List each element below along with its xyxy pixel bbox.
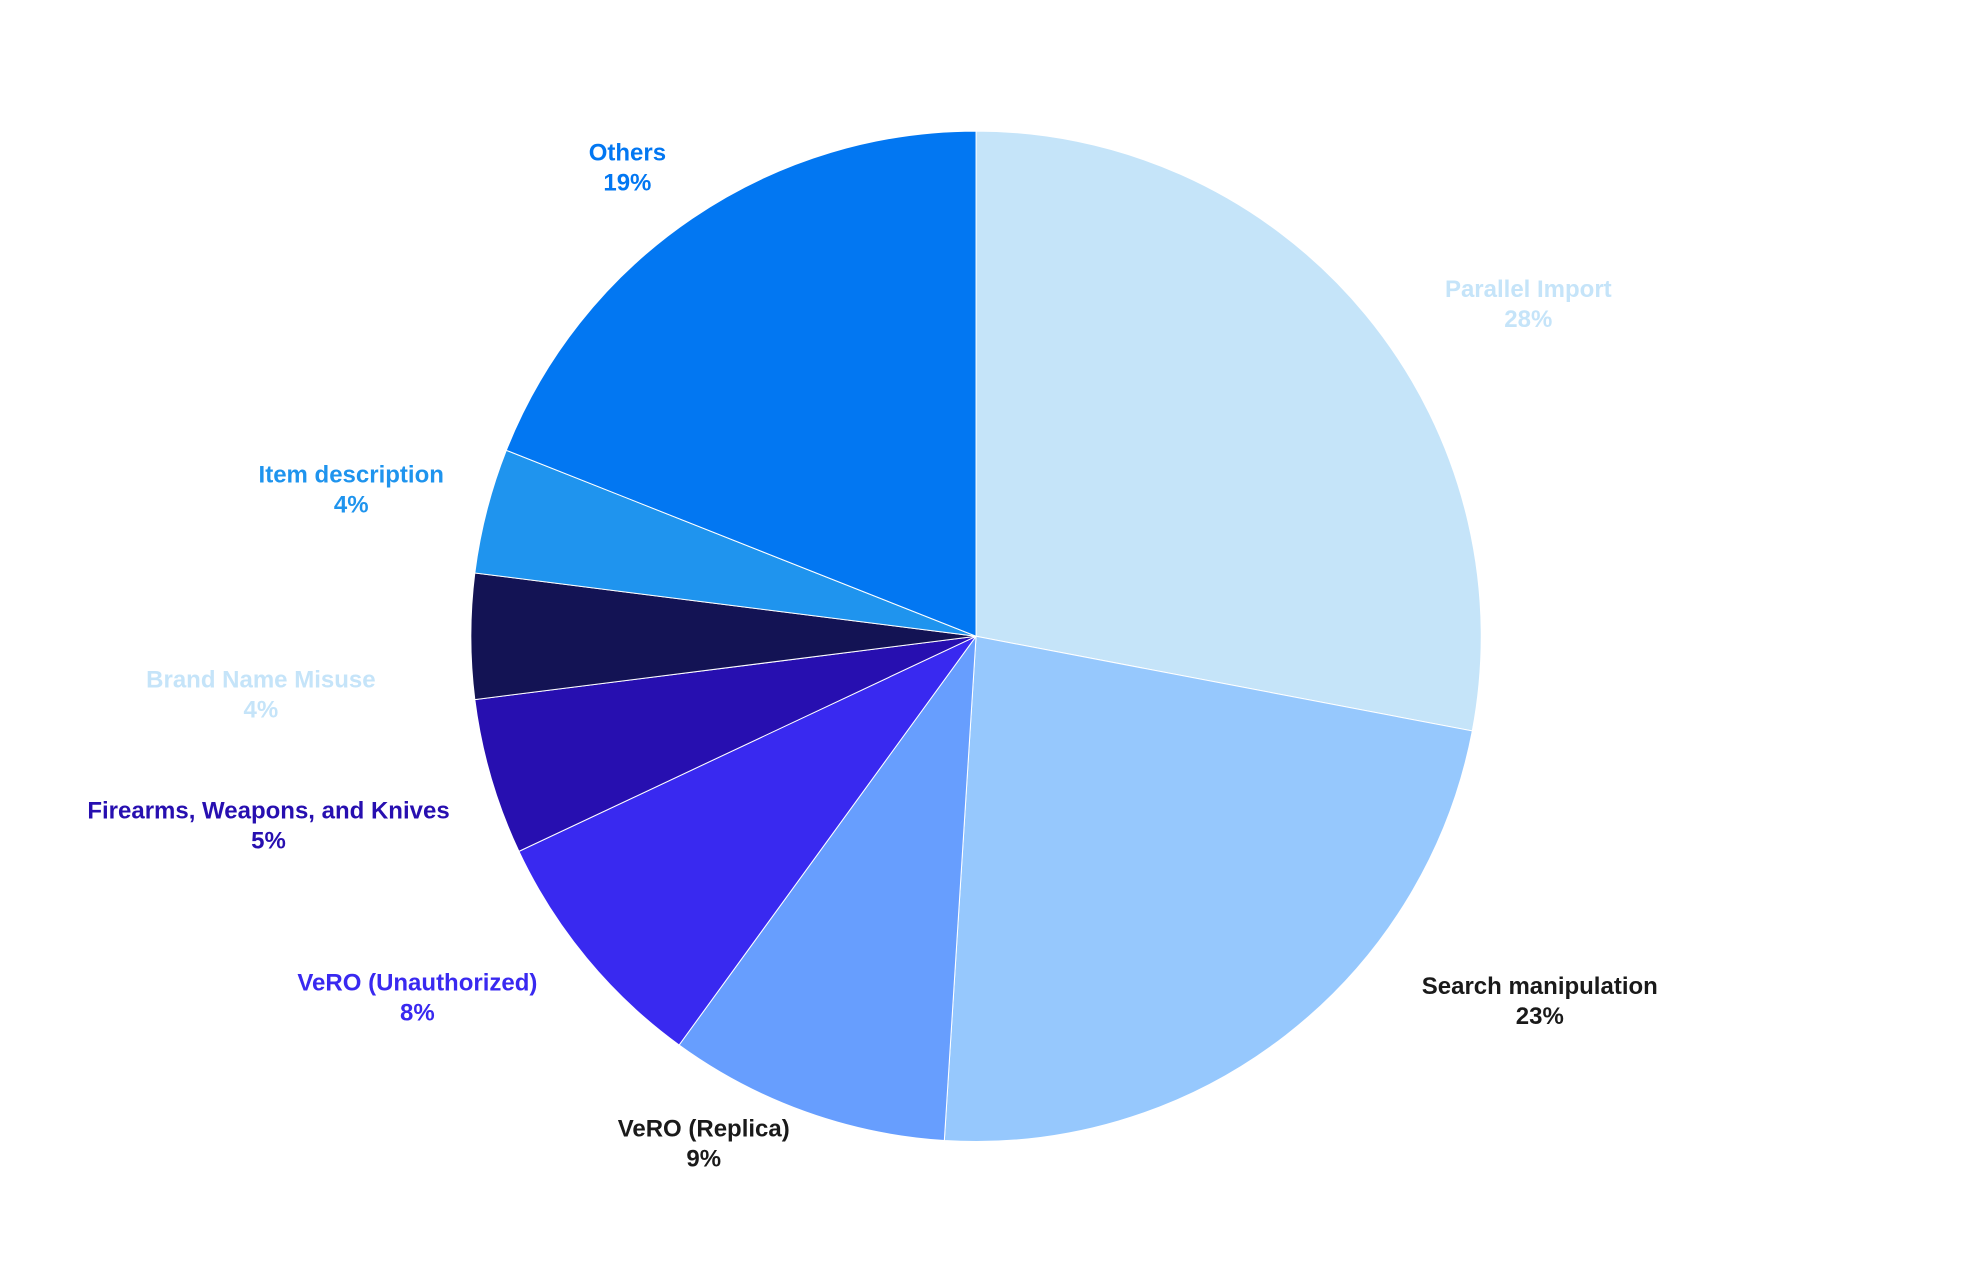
slice-label: VeRO (Unauthorized): [297, 969, 537, 996]
slice-label: Brand Name Misuse: [146, 666, 375, 693]
slice-value-label: 19%: [603, 170, 651, 197]
slice-value-label: 5%: [251, 828, 286, 855]
pie-slice: [474, 635, 977, 853]
slice-label: Search manipulation: [1422, 973, 1658, 1000]
slice-value-label: 28%: [1504, 306, 1552, 333]
slice-label: Item description: [259, 462, 444, 489]
pie-slice: [975, 130, 1482, 732]
slice-value-label: 4%: [244, 696, 279, 723]
pie-slice: [943, 635, 1473, 1142]
slice-value-label: 8%: [400, 999, 435, 1026]
slice-label: Others: [589, 140, 666, 167]
slice-label: VeRO (Replica): [618, 1116, 790, 1143]
slice-value-label: 4%: [334, 492, 369, 519]
slice-label: Firearms, Weapons, and Knives: [87, 798, 449, 825]
pie-slice: [678, 634, 977, 1142]
slice-value-label: 9%: [686, 1146, 721, 1173]
pie-slice: [518, 635, 977, 1046]
slice-label: Parallel Import: [1445, 276, 1612, 303]
slice-value-label: 23%: [1516, 1003, 1564, 1030]
pie-slice: [505, 130, 977, 638]
